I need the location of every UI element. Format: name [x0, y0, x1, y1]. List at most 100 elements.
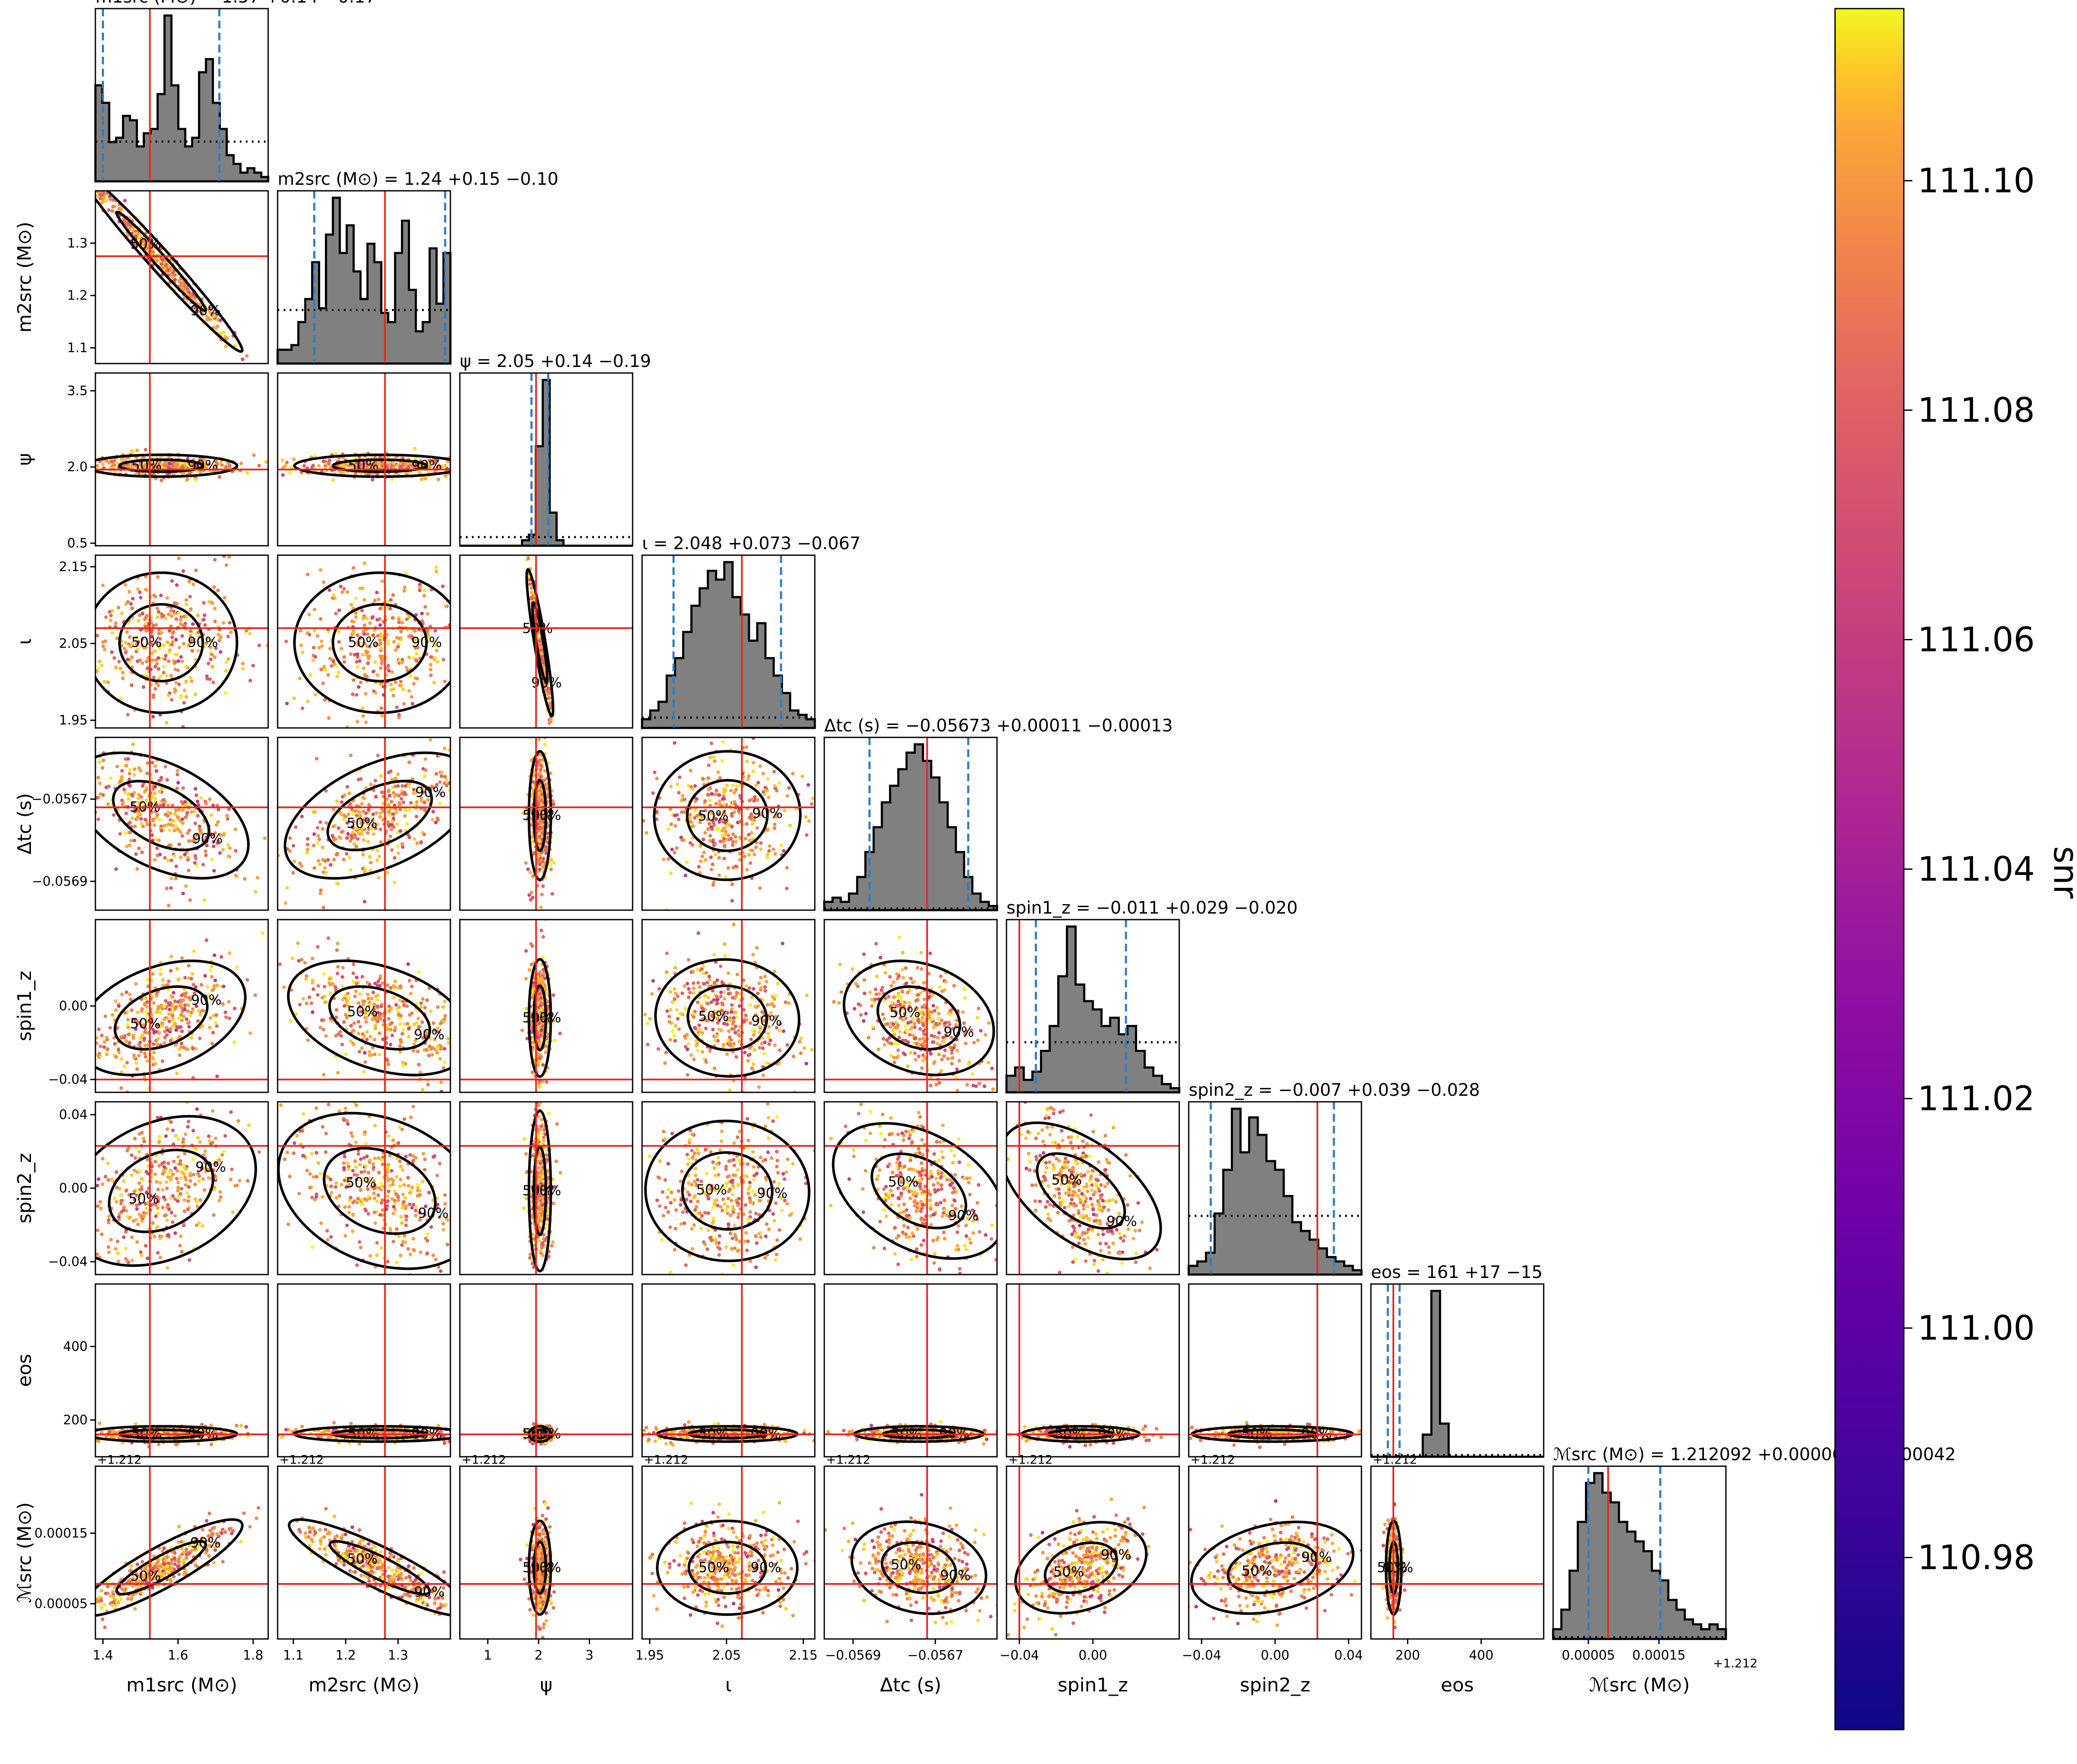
panel-mc-vs-dtc: 50% 90% +1.212 −0.0569 −0.0567 Δtc (s)	[823, 1452, 998, 1696]
contour-50pct-s2-vs-m1	[108, 1149, 214, 1233]
xlabel-m1: m1src (M⊙)	[126, 1674, 237, 1696]
ytick-label-s2: −0.04	[48, 1254, 88, 1269]
contour-50pct-s1-vs-dtc	[876, 985, 961, 1051]
xtick-label-psi: 1	[483, 1648, 492, 1663]
contour-90pct-mc-vs-s1	[1014, 1521, 1148, 1615]
histogram-psi	[460, 379, 633, 547]
contour-90pct-psi-vs-m2	[293, 453, 450, 478]
panel-eos-vs-iota: 50% 90%	[641, 1283, 816, 1458]
panel-eos-vs-s1: 50% 90%	[1006, 1283, 1180, 1458]
contour-label-50pct: 50%	[131, 457, 162, 474]
contour-90pct-s1-vs-m2	[287, 959, 450, 1076]
panel-iota-vs-iota: ι = 2.048 +0.073 −0.067	[641, 534, 860, 729]
panel-m1-vs-m1: m1src (M⊙) = 1.57 +0.14 −0.17	[94, 0, 376, 183]
xtick-label-psi: 3	[585, 1648, 593, 1663]
xtick-label-m1: 1.6	[168, 1648, 188, 1663]
contour-label-50pct: 50%	[347, 1003, 378, 1020]
offset-label: +1.212	[1190, 1452, 1235, 1467]
ytick-label-mc: 0.00015	[34, 1526, 88, 1541]
panel-frame	[641, 554, 816, 729]
histogram-s2	[1187, 1107, 1363, 1276]
ylabel-mc: ℳsrc (M⊙)	[14, 1502, 36, 1603]
contour-50pct-mc-vs-m1	[115, 1540, 207, 1596]
contour-label-90pct: 90%	[531, 1182, 561, 1198]
scatter-dtc-vs-m2	[278, 738, 450, 909]
colorbar-tick-label: 111.02	[1918, 1080, 2035, 1119]
panel-frame	[823, 1283, 998, 1458]
contour-label-50pct: 50%	[698, 1559, 729, 1575]
contour-label-90pct: 90%	[1383, 1559, 1413, 1575]
panel-frame	[641, 1101, 816, 1275]
title-eos: eos = 161 +17 −15	[1371, 1263, 1542, 1282]
contour-label-90pct: 90%	[190, 1535, 220, 1551]
panel-frame	[459, 919, 633, 1093]
scatter-s1-vs-m2	[278, 936, 450, 1092]
panel-frame	[641, 919, 816, 1093]
contour-90pct-mc-vs-iota	[656, 1519, 799, 1616]
panel-iota-vs-psi: 50%90%	[459, 554, 633, 729]
panel-frame	[641, 1465, 816, 1640]
panel-frame	[1006, 1283, 1180, 1458]
contour-label-50pct: 50%	[348, 457, 379, 474]
panel-s1-vs-m1: 50% 90% −0.04 0.00 spin1_z	[14, 919, 269, 1093]
panel-eos-vs-dtc: 50% 90%	[823, 1283, 998, 1458]
xlabel-dtc: Δtc (s)	[880, 1674, 942, 1696]
panel-frame	[1006, 1101, 1180, 1275]
contour-label-90pct: 90%	[757, 1185, 787, 1201]
offset-label: +1.212	[644, 1452, 688, 1467]
contour-label-90pct: 90%	[414, 1584, 444, 1600]
panel-s2-vs-m1: 50% 90% −0.04 0.00 0.04 spin2_z	[14, 1101, 269, 1275]
contour-label-50pct: 50%	[523, 1182, 553, 1198]
contour-50pct-s1-vs-iota	[686, 984, 768, 1052]
scatter-mc-vs-s2	[1189, 1499, 1361, 1627]
contour-90pct-s2-vs-psi	[527, 1109, 552, 1273]
contour-50pct-s2-vs-s1	[1036, 1152, 1126, 1230]
panel-mc-vs-m1: 50% 90% +1.212 1.4 1.6 1.8 m1src (M⊙) 0.00005 0.…	[14, 1452, 269, 1696]
ylabel-psi: ψ	[14, 453, 36, 465]
panel-frame	[1552, 1465, 1727, 1640]
panel-eos-vs-m2: 50% 90%	[277, 1283, 451, 1458]
panel-frame	[1370, 1465, 1545, 1640]
contour-label-50pct: 50%	[523, 1559, 553, 1575]
scatter-s2-vs-dtc	[829, 1102, 997, 1275]
panel-psi-vs-m2: 50% 90%	[277, 372, 451, 547]
panel-frame	[1188, 1101, 1362, 1275]
panel-mc-vs-s2: 50% 90% +1.212 −0.04 0.00 0.04 spin2_z	[1182, 1452, 1363, 1696]
panel-mc-vs-m2: 50% 90% +1.212 1.1 1.2 1.3 m2src (M⊙)	[277, 1452, 451, 1696]
colorbar-tick-label: 111.04	[1918, 850, 2035, 889]
ytick-label-m2: 1.2	[67, 288, 88, 303]
contour-90pct-s2-vs-dtc	[832, 1122, 997, 1260]
offset-label-x: +1.212	[1713, 1656, 1758, 1670]
contour-50pct-s2-vs-iota	[681, 1151, 774, 1231]
ytick-label-s1: 0.00	[59, 999, 88, 1014]
contour-90pct-s1-vs-iota	[654, 958, 801, 1078]
panel-dtc-vs-dtc: Δtc (s) = −0.05673 +0.00011 −0.00013	[823, 716, 1173, 911]
panel-frame	[277, 554, 451, 729]
contour-label-50pct: 50%	[347, 815, 377, 832]
ytick-label-iota: 1.95	[59, 713, 88, 728]
contour-label-90pct: 90%	[940, 1567, 971, 1584]
ytick-label-iota: 2.05	[59, 636, 88, 651]
panel-eos-vs-psi: 50%90%	[459, 1283, 633, 1458]
ylabel-iota: ι	[14, 639, 36, 645]
panel-s2-vs-s2: spin2_z = −0.007 +0.039 −0.028	[1187, 1080, 1480, 1276]
panel-s1-vs-s1: spin1_z = −0.011 +0.029 −0.020	[1005, 898, 1298, 1094]
panel-m2-vs-m2: m2src (M⊙) = 1.24 +0.15 −0.10	[276, 169, 558, 365]
panel-frame	[277, 1101, 451, 1275]
xtick-label-s2: 0.00	[1261, 1648, 1290, 1663]
panel-psi-vs-psi: ψ = 2.05 +0.14 −0.19	[459, 352, 651, 547]
contour-50pct-iota-vs-m2	[331, 603, 428, 683]
scatter-s1-vs-m1	[95, 931, 265, 1092]
contour-90pct-dtc-vs-psi	[527, 750, 552, 881]
colorbar-gradient	[1834, 8, 1905, 1730]
xtick-label-m2: 1.3	[388, 1648, 408, 1663]
title-psi: ψ = 2.05 +0.14 −0.19	[460, 352, 651, 371]
contour-label-50pct: 50%	[698, 1008, 729, 1024]
contour-label-90pct: 90%	[411, 634, 442, 651]
contour-50pct-s1-vs-m2	[328, 985, 431, 1051]
offset-label: +1.212	[826, 1452, 871, 1467]
contour-90pct-s1-vs-m1	[95, 960, 247, 1076]
xtick-label-psi: 2	[535, 1648, 543, 1663]
